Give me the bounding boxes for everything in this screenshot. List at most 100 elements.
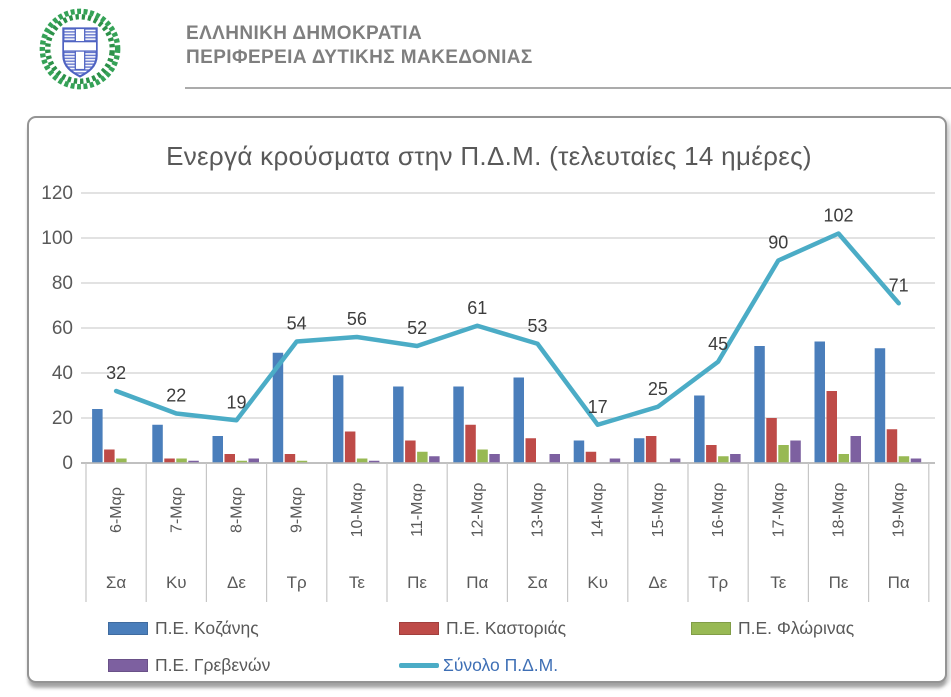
x-axis-band: 6-Μαρ 7-Μαρ 8-Μαρ 9-Μαρ 10-Μαρ 11-Μαρ 12-Μαρ 13… bbox=[81, 462, 935, 602]
x-day-label: Τρ bbox=[287, 573, 307, 592]
x-day-label: Δε bbox=[227, 573, 246, 592]
x-date-label: 16-Μαρ bbox=[710, 483, 727, 538]
bar bbox=[549, 454, 560, 463]
bar bbox=[429, 456, 440, 463]
legend-color-swatch bbox=[108, 659, 148, 672]
bar bbox=[296, 460, 308, 463]
bar bbox=[585, 451, 597, 463]
bar bbox=[633, 438, 645, 463]
bar bbox=[164, 458, 175, 463]
bar bbox=[513, 377, 524, 463]
total-data-label: 56 bbox=[347, 309, 367, 329]
legend-color-swatch bbox=[691, 622, 731, 635]
total-data-label: 32 bbox=[106, 363, 126, 383]
x-day-label: Πα bbox=[888, 573, 910, 592]
bar bbox=[790, 440, 801, 463]
organization-title: ΕΛΛΗΝΙΚΗ ΔΗΜΟΚΡΑΤΙΑ ΠΕΡΙΦΕΡΕΙΑ ΔΥΤΙΚΗΣ Μ… bbox=[186, 22, 533, 70]
bar bbox=[116, 458, 127, 463]
total-data-label: 17 bbox=[588, 397, 608, 417]
x-day-label: Πα bbox=[466, 573, 488, 592]
bar bbox=[417, 451, 428, 463]
total-data-label: 19 bbox=[226, 392, 246, 412]
bar bbox=[609, 458, 621, 463]
x-date-label: 6-Μαρ bbox=[108, 487, 125, 533]
x-day-label: Σα bbox=[106, 573, 127, 592]
bar bbox=[910, 458, 922, 463]
chart-frame: Ενεργά κρούσματα στην Π.Δ.Μ. (τελευταίες… bbox=[27, 116, 947, 683]
y-tick-label: 20 bbox=[52, 408, 73, 429]
bar bbox=[874, 348, 886, 463]
y-tick-label: 0 bbox=[62, 453, 73, 474]
chart-title: Ενεργά κρούσματα στην Π.Δ.Μ. (τελευταίες… bbox=[166, 141, 812, 171]
x-date-label: 18-Μαρ bbox=[831, 483, 848, 538]
bar bbox=[669, 458, 681, 463]
y-tick-label: 120 bbox=[41, 183, 73, 204]
total-data-label: 45 bbox=[708, 334, 728, 354]
bar bbox=[92, 409, 103, 463]
x-date-label: 12-Μαρ bbox=[469, 483, 486, 538]
legend-item: Π.Ε. Κοζάνης bbox=[108, 618, 259, 639]
legend-label: Π.Ε. Γρεβενών bbox=[155, 655, 271, 675]
bar bbox=[356, 458, 368, 463]
bar bbox=[826, 391, 837, 463]
x-day-label: Τε bbox=[770, 573, 787, 592]
bar bbox=[176, 458, 187, 463]
bar bbox=[465, 424, 476, 463]
bar bbox=[525, 438, 536, 463]
bar bbox=[393, 386, 404, 463]
hellenic-republic-emblem-logo bbox=[39, 8, 121, 90]
bar bbox=[814, 341, 825, 463]
x-date-label: 7-Μαρ bbox=[168, 487, 185, 533]
bar bbox=[730, 454, 741, 463]
bar bbox=[453, 386, 464, 463]
total-data-label: 52 bbox=[407, 318, 427, 338]
legend-label: Π.Ε. Κοζάνης bbox=[155, 618, 259, 638]
x-day-label: Πε bbox=[829, 573, 849, 592]
total-line bbox=[113, 231, 901, 427]
org-line2: ΠΕΡΙΦΕΡΕΙΑ ΔΥΤΙΚΗΣ ΜΑΚΕΔΟΝΙΑΣ bbox=[186, 47, 533, 68]
chart-legend: Π.Ε. Κοζάνης Π.Ε. Καστοριάς Π.Ε. Φλώρινας Π… bbox=[29, 610, 945, 680]
x-day-label: Κυ bbox=[587, 573, 608, 592]
legend-label: Σύνολο Π.Δ.Μ. bbox=[443, 655, 559, 675]
bar bbox=[766, 418, 777, 463]
x-date-label: 15-Μαρ bbox=[650, 483, 667, 538]
bar bbox=[104, 449, 115, 463]
bar bbox=[645, 436, 657, 463]
x-date-label: 9-Μαρ bbox=[289, 487, 306, 533]
bar bbox=[152, 424, 163, 463]
bar bbox=[332, 375, 344, 463]
bar bbox=[778, 445, 789, 463]
bar bbox=[236, 460, 247, 463]
total-data-label: 90 bbox=[768, 233, 788, 253]
total-data-label: 22 bbox=[166, 386, 186, 406]
bar bbox=[272, 352, 284, 463]
x-date-label: 11-Μαρ bbox=[409, 483, 426, 537]
x-day-label: Πε bbox=[407, 573, 427, 592]
org-line1: ΕΛΛΗΝΙΚΗ ΔΗΜΟΚΡΑΤΙΑ bbox=[186, 23, 423, 44]
total-line-series bbox=[113, 231, 901, 427]
bar bbox=[850, 436, 861, 463]
legend-color-swatch bbox=[108, 622, 148, 635]
bar bbox=[224, 454, 235, 463]
x-date-label: 8-Μαρ bbox=[229, 487, 246, 533]
header-divider bbox=[185, 87, 951, 89]
chart-canvas: Ενεργά κρούσματα στην Π.Δ.Μ. (τελευταίες… bbox=[41, 141, 935, 602]
bar bbox=[405, 440, 416, 463]
x-day-label: Δε bbox=[648, 573, 667, 592]
bar bbox=[489, 454, 500, 463]
bar bbox=[706, 445, 717, 463]
legend-line-swatch bbox=[399, 663, 439, 668]
bar bbox=[718, 456, 729, 463]
bar bbox=[477, 449, 488, 463]
bar bbox=[248, 458, 259, 463]
bar bbox=[573, 440, 585, 463]
x-day-label: Τρ bbox=[708, 573, 728, 592]
x-day-label: Σα bbox=[527, 573, 548, 592]
legend-label: Π.Ε. Καστοριάς bbox=[446, 618, 567, 638]
y-axis-labels: 0 20 40 60 80 100 120 bbox=[41, 183, 73, 474]
total-data-label: 53 bbox=[527, 316, 547, 336]
bar bbox=[344, 431, 356, 463]
bar bbox=[838, 454, 849, 463]
legend-item: Π.Ε. Καστοριάς bbox=[399, 618, 566, 639]
bar bbox=[212, 436, 223, 463]
